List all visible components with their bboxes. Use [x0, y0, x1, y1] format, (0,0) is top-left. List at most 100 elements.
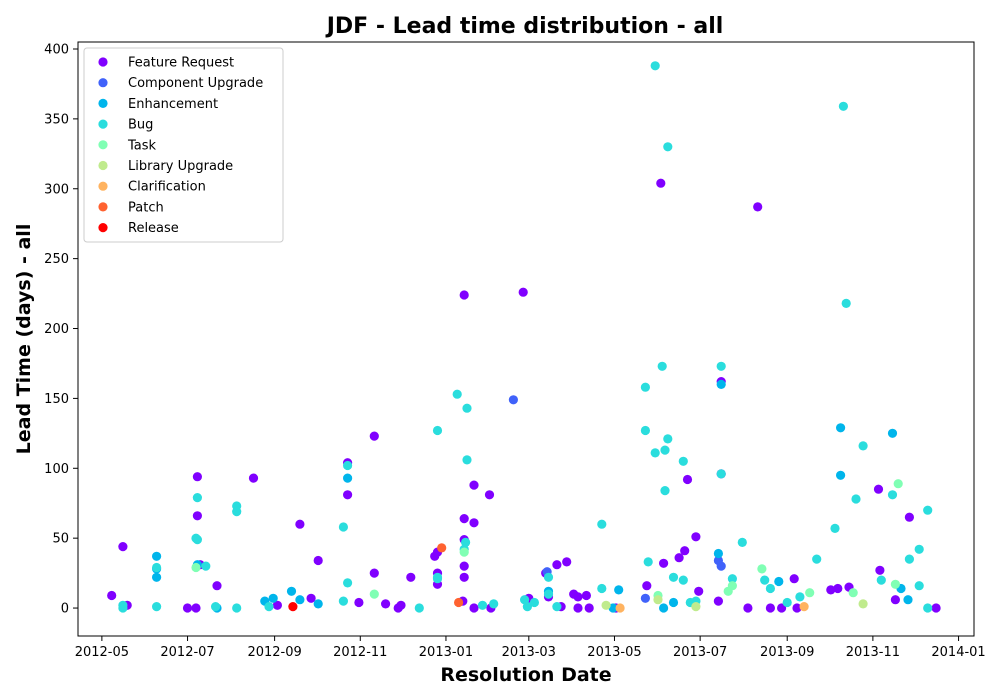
data-point	[757, 564, 767, 574]
x-tick-label: 2013-03	[502, 645, 556, 660]
data-point	[716, 469, 726, 479]
x-tick-label: 2013-11	[846, 645, 900, 660]
data-point	[615, 603, 625, 613]
data-point	[851, 494, 861, 504]
data-point	[805, 588, 815, 598]
legend-label: Component Upgrade	[128, 76, 263, 91]
x-tick-label: 2013-05	[587, 645, 641, 660]
data-point	[848, 588, 858, 598]
data-point	[668, 572, 679, 582]
data-points-layer	[107, 61, 941, 613]
data-point	[597, 583, 607, 594]
y-axis: 0 50 100 150 200 250 300 350 400	[44, 42, 78, 617]
data-point	[396, 600, 406, 610]
series-bug	[118, 61, 933, 613]
data-point	[887, 490, 898, 500]
x-tick-label: 2013-07	[673, 645, 727, 660]
legend-box	[83, 47, 284, 243]
data-point	[522, 602, 533, 612]
data-point	[414, 603, 424, 613]
data-point	[663, 142, 673, 152]
data-point	[459, 290, 469, 300]
data-point	[543, 589, 554, 599]
data-point	[232, 603, 242, 613]
data-point	[789, 574, 799, 584]
data-point	[518, 287, 528, 297]
data-point	[694, 586, 704, 596]
legend-marker	[98, 57, 108, 67]
data-point	[650, 448, 660, 458]
data-point	[678, 456, 688, 466]
data-point	[923, 603, 933, 613]
legend-label: Task	[127, 138, 157, 153]
x-tick-label: 2012-11	[333, 645, 387, 660]
data-point	[737, 537, 747, 548]
data-point	[923, 505, 933, 515]
data-point	[107, 590, 117, 601]
data-point	[295, 595, 305, 605]
data-point	[640, 425, 651, 436]
data-point	[876, 575, 886, 585]
series-feature-request	[107, 178, 941, 613]
data-point	[338, 596, 348, 606]
data-point	[650, 61, 660, 71]
data-point	[581, 590, 592, 601]
data-point	[743, 603, 753, 613]
data-point	[659, 603, 669, 613]
data-point	[459, 561, 469, 571]
data-point	[461, 537, 471, 548]
legend-label: Feature Request	[128, 56, 234, 71]
data-point	[338, 522, 348, 532]
data-point	[890, 579, 901, 589]
data-point	[432, 425, 443, 436]
data-point	[875, 565, 885, 575]
data-point	[454, 597, 464, 608]
data-point	[552, 560, 562, 570]
data-point	[795, 592, 805, 602]
data-point	[489, 599, 499, 609]
legend-marker	[98, 160, 108, 171]
data-point	[727, 574, 738, 584]
data-point	[192, 472, 202, 482]
data-point	[369, 568, 379, 578]
data-point	[660, 486, 670, 496]
data-point	[484, 490, 495, 500]
data-point	[343, 490, 353, 500]
data-point	[904, 512, 915, 522]
data-point	[343, 578, 353, 588]
data-point	[642, 581, 652, 591]
data-point	[597, 519, 607, 529]
y-tick-label: 150	[44, 392, 69, 407]
data-point	[182, 603, 193, 613]
series-component-upgrade	[508, 395, 726, 603]
data-point	[584, 603, 594, 613]
x-axis-label: Resolution Date	[440, 664, 611, 686]
data-point	[354, 597, 364, 608]
x-tick-label: 2013-01	[419, 645, 473, 660]
data-point	[529, 597, 540, 608]
data-point	[286, 586, 297, 596]
data-point	[152, 562, 162, 573]
legend-label: Clarification	[128, 180, 206, 195]
y-tick-label: 400	[44, 42, 69, 57]
data-point	[674, 553, 684, 563]
y-tick-label: 250	[44, 252, 69, 267]
data-point	[191, 562, 201, 573]
data-point	[573, 592, 583, 602]
x-tick-label: 2012-07	[160, 645, 214, 660]
data-point	[656, 178, 666, 188]
legend-marker	[98, 119, 108, 129]
data-point	[640, 593, 651, 603]
data-point	[833, 583, 843, 594]
data-point	[406, 572, 416, 582]
legend-marker	[98, 78, 108, 88]
data-point	[432, 572, 443, 582]
data-point	[890, 595, 901, 605]
data-point	[826, 585, 836, 595]
data-point	[601, 600, 611, 610]
data-point	[716, 561, 726, 571]
data-point	[765, 583, 776, 594]
data-point	[836, 423, 846, 433]
data-point	[272, 600, 282, 610]
